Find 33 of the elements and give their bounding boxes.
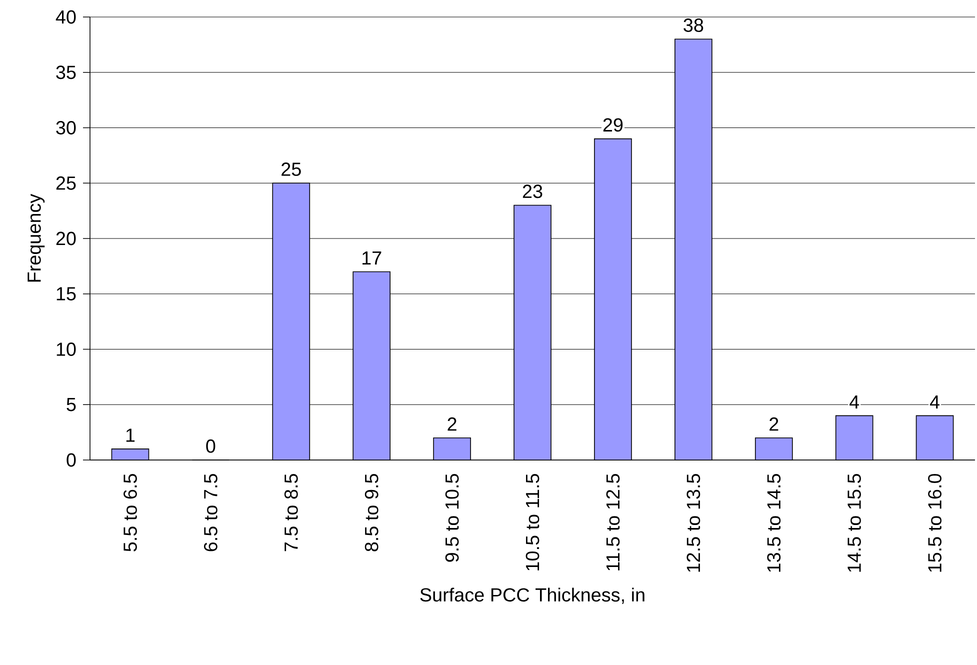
x-tick-label: 11.5 to 12.5 [606,474,620,570]
x-tick-label: 14.5 to 15.5 [848,474,861,572]
x-tick-label: 9.5 to 10.5 [445,474,459,562]
data-label: 4 [850,395,860,409]
data-label: 38 [684,18,704,32]
data-label: 25 [282,162,301,176]
x-tick-label: 10.5 to 11.5 [526,474,540,570]
x-axis-title: Surface PCC Thickness, in [420,588,644,604]
x-tick-label: 8.5 to 9.5 [364,474,378,552]
y-tick-label: 15 [56,287,76,300]
y-tick-label: 20 [56,232,76,246]
y-tick-label: 25 [56,176,76,190]
x-tick-label: 12.5 to 13.5 [686,474,700,572]
data-label: 4 [930,395,940,409]
data-label: 2 [448,417,456,431]
data-label: 2 [770,417,778,431]
x-tick-label: 5.5 to 6.5 [124,474,137,552]
data-label: 0 [206,439,216,453]
data-label: 29 [603,118,623,132]
x-tick-label: 6.5 to 7.5 [204,474,218,552]
y-axis-title: Frequency [28,194,45,282]
data-label: 23 [522,184,542,198]
x-tick-label: 15.5 to 16.0 [928,474,942,572]
y-tick-label: 40 [56,10,76,24]
x-tick-label: 13.5 to 14.5 [767,474,781,572]
x-tick-label: 7.5 to 8.5 [284,474,298,552]
data-label: 1 [126,428,135,442]
y-tick-label: 35 [56,66,76,80]
data-label: 17 [362,252,382,265]
y-tick-label: 0 [66,453,76,467]
y-tick-label: 5 [66,398,76,412]
y-tick-label: 30 [56,121,76,134]
y-tick-label: 10 [56,342,76,356]
